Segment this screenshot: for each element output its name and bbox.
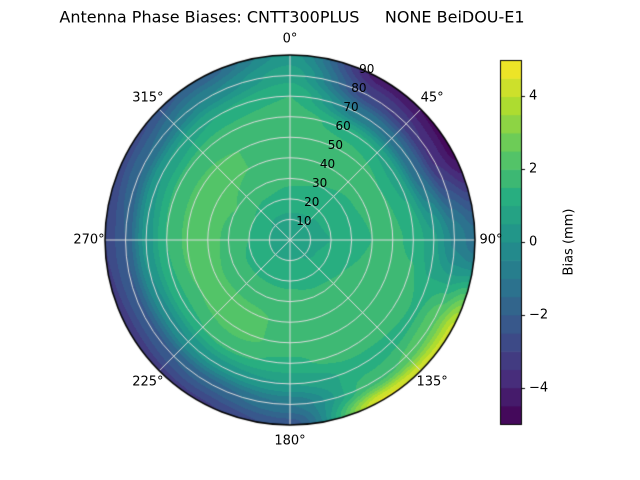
theta-tick-label: 315° bbox=[132, 90, 164, 106]
colorbar-tick-label: 4 bbox=[529, 88, 538, 104]
r-tick-label: 50 bbox=[327, 138, 343, 153]
colorbar-tick-label: −4 bbox=[529, 380, 549, 396]
colorbar-axis-label: Bias (mm) bbox=[561, 208, 577, 276]
theta-tick-label: 135° bbox=[416, 374, 448, 390]
theta-tick-label: 90° bbox=[479, 232, 503, 248]
colorbar-tick-label: −2 bbox=[529, 307, 549, 323]
chart-title: Antenna Phase Biases: CNTT300PLUS NONE B… bbox=[59, 7, 525, 27]
r-tick-label: 10 bbox=[296, 214, 312, 228]
r-tick-label: 60 bbox=[335, 119, 351, 134]
colorbar-tick-label: 0 bbox=[529, 234, 538, 250]
r-tick-label: 90 bbox=[359, 62, 375, 77]
r-tick-label: 70 bbox=[343, 100, 359, 115]
r-tick-label: 80 bbox=[351, 81, 367, 96]
theta-tick-label: 45° bbox=[420, 90, 444, 106]
theta-tick-label: 270° bbox=[73, 232, 105, 248]
r-tick-label: 40 bbox=[319, 157, 336, 172]
r-tick-label: 30 bbox=[311, 176, 328, 191]
colorbar-tick-label: 2 bbox=[529, 161, 538, 177]
r-tick-label: 20 bbox=[304, 195, 320, 210]
theta-tick-label: 180° bbox=[274, 433, 306, 449]
theta-tick-label: 225° bbox=[132, 374, 164, 390]
theta-tick-label: 0° bbox=[282, 31, 298, 47]
